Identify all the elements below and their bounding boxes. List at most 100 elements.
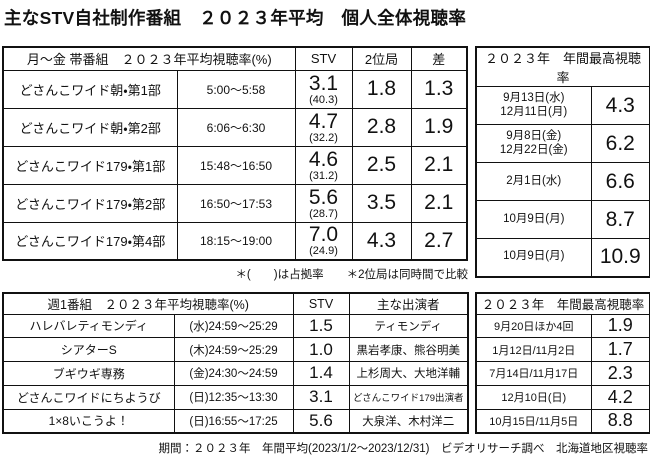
- peak-date: 7月14日/11月17日: [475, 361, 592, 386]
- second-station-rating: 2.8: [351, 107, 412, 147]
- main-cast: 上杉周大、大地洋輔: [348, 361, 469, 386]
- program-name: 1×8いこうよ！: [2, 408, 175, 434]
- column-header-stv: STV: [294, 46, 353, 71]
- share-rating: (32.2): [309, 131, 338, 144]
- share-rating: (40.3): [309, 93, 338, 106]
- stv-rating: 3.1: [308, 71, 339, 95]
- table-row: ハレバレティモンディ (水)24:59～25:29 1.5 ティモンディ: [2, 313, 469, 339]
- stv-rating: 4.7: [308, 109, 339, 133]
- table-row: どさんこワイド179・第1部 15:48～16:50 4.6 (31.2) 2.5…: [2, 145, 468, 185]
- table-row: 10月9日(月) 8.7: [475, 200, 650, 239]
- program-name: どさんこワイド179・第1部: [2, 145, 178, 185]
- table-row: 1×8いこうよ！ (日)16:55～17:25 5.6 大泉洋、木村洋二: [2, 408, 469, 434]
- stv-rating-cell: 5.6 (28.7): [294, 183, 353, 223]
- weekday-table-header-row: 月～金 帯番組 ２０２３年平均視聴率(%) STV 2位局 差: [2, 46, 468, 71]
- share-rating: (31.2): [309, 169, 338, 182]
- peak-rating: 4.2: [590, 384, 650, 410]
- time-slot: (木)24:59～25:29: [173, 337, 294, 363]
- program-name: シアターS: [2, 337, 175, 363]
- weekday-table-title: 月～金 帯番組 ２０２３年平均視聴率(%): [2, 46, 296, 71]
- table-row: 2月1日(水) 6.6: [475, 162, 650, 201]
- table-row: 12月10日(日) 4.2: [475, 384, 650, 410]
- time-slot: (水)24:59～25:29: [173, 313, 294, 339]
- program-name: どさんこワイド朝・第2部: [2, 107, 178, 147]
- rating-diff: 1.3: [410, 69, 468, 109]
- share-rating: (28.7): [309, 207, 338, 220]
- second-station-rating: 3.5: [351, 183, 412, 223]
- peak-rating: 4.3: [590, 86, 650, 125]
- main-cast: どさんこワイド179出演者: [348, 384, 469, 410]
- peak-rating: 10.9: [590, 238, 650, 277]
- rating-diff: 2.7: [410, 221, 468, 261]
- stv-rating-cell: 4.7 (32.2): [294, 107, 353, 147]
- program-name: どさんこワイドにちようび: [2, 384, 175, 410]
- stv-rating: 4.6: [308, 147, 339, 171]
- peak-date: 9月20日ほか4回: [475, 313, 592, 339]
- table-row: 9月8日(金) 12月22日(金) 6.2: [475, 124, 650, 163]
- second-station-rating: 1.8: [351, 69, 412, 109]
- stv-rating: 5.6: [292, 408, 350, 434]
- peak-rating: 1.7: [590, 337, 650, 363]
- table-row: どさんこワイド朝・第1部 5:00～5:58 3.1 (40.3) 1.8 1.3: [2, 69, 468, 109]
- peak-date: 10月9日(月): [475, 238, 592, 277]
- second-station-rating: 4.3: [351, 221, 412, 261]
- peak-rating: 1.9: [590, 313, 650, 339]
- time-slot: 6:06～6:30: [176, 107, 296, 147]
- share-note: ＊( )は占拠率 ＊2位局は同時間で比較: [235, 269, 468, 281]
- stv-rating: 5.6: [308, 185, 339, 209]
- rating-diff: 2.1: [410, 183, 468, 223]
- peak-date: 2月1日(水): [475, 162, 592, 201]
- peak-date: 12月10日(日): [475, 384, 592, 410]
- main-cast: 大泉洋、木村洋二: [348, 408, 469, 434]
- column-header-cast: 主な出演者: [348, 292, 469, 315]
- table-row: 7月14日/11月17日 2.3: [475, 361, 650, 386]
- peak-rating: 8.7: [590, 200, 650, 239]
- column-header-stv: STV: [292, 292, 350, 315]
- table-row: どさんこワイド朝・第2部 6:06～6:30 4.7 (32.2) 2.8 1.9: [2, 107, 468, 147]
- stv-rating-cell: 4.6 (31.2): [294, 145, 353, 185]
- peak-rating: 8.8: [590, 408, 650, 434]
- stv-rating: 7.0: [308, 223, 339, 247]
- table-row: どさんこワイドにちようび (日)12:35～13:30 3.1 どさんこワイド1…: [2, 384, 469, 410]
- source-footer: 期間：２０２３年 年間平均(2023/1/2～2023/12/31) ビデオリサ…: [158, 443, 648, 455]
- table-row: どさんこワイド179・第2部 16:50～17:53 5.6 (28.7) 3.5…: [2, 183, 468, 223]
- program-name: どさんこワイド朝・第1部: [2, 69, 178, 109]
- table-row: 1月12日/11月2日 1.7: [475, 337, 650, 363]
- time-slot: 16:50～17:53: [176, 183, 296, 223]
- weekly-ratings-table: 週1番組 ２０２３年平均視聴率(%) STV 主な出演者 ハレバレティモンディ …: [2, 292, 469, 434]
- weekday-peak-table-title: ２０２３年 年間最高視聴率: [475, 46, 650, 87]
- program-name: ブギウギ専務: [2, 361, 175, 386]
- stv-rating: 1.4: [292, 361, 350, 386]
- table-row: 9月13日(水) 12月11日(月) 4.3: [475, 86, 650, 125]
- column-header-second-station: 2位局: [351, 46, 412, 71]
- stv-rating: 3.1: [292, 384, 350, 410]
- stv-rating-cell: 7.0 (24.9): [294, 221, 353, 261]
- stv-rating: 1.0: [292, 337, 350, 363]
- weekday-peak-table: ２０２３年 年間最高視聴率 9月13日(水) 12月11日(月) 4.3 9月8…: [475, 46, 650, 278]
- table-row: 9月20日ほか4回 1.9: [475, 313, 650, 339]
- table-row: 10月9日(月) 10.9: [475, 238, 650, 277]
- page-title: 主なSTV自社制作番組 ２０２３年平均 個人全体視聴率: [4, 8, 467, 28]
- time-slot: (金)24:30～24:59: [173, 361, 294, 386]
- weekly-table-title: 週1番組 ２０２３年平均視聴率(%): [2, 292, 294, 315]
- peak-date: 10月9日(月): [475, 200, 592, 239]
- weekly-peak-table: ２０２３年 年間最高視聴率 9月20日ほか4回 1.9 1月12日/11月2日 …: [475, 292, 650, 434]
- weekly-peak-header-row: ２０２３年 年間最高視聴率: [475, 292, 650, 315]
- peak-rating: 6.6: [590, 162, 650, 201]
- time-slot: 15:48～16:50: [176, 145, 296, 185]
- peak-date: 1月12日/11月2日: [475, 337, 592, 363]
- stv-rating: 1.5: [292, 313, 350, 339]
- second-station-rating: 2.5: [351, 145, 412, 185]
- table-row: ブギウギ専務 (金)24:30～24:59 1.4 上杉周大、大地洋輔: [2, 361, 469, 386]
- peak-date: 9月8日(金) 12月22日(金): [475, 124, 592, 163]
- program-name: ハレバレティモンディ: [2, 313, 175, 339]
- main-cast: ティモンディ: [348, 313, 469, 339]
- time-slot: (日)16:55～17:25: [173, 408, 294, 434]
- weekday-peak-header-row: ２０２３年 年間最高視聴率: [475, 46, 650, 87]
- main-cast: 黒岩孝康、熊谷明美: [348, 337, 469, 363]
- time-slot: (日)12:35～13:30: [173, 384, 294, 410]
- rating-diff: 2.1: [410, 145, 468, 185]
- time-slot: 18:15～19:00: [176, 221, 296, 261]
- time-slot: 5:00～5:58: [176, 69, 296, 109]
- stv-rating-cell: 3.1 (40.3): [294, 69, 353, 109]
